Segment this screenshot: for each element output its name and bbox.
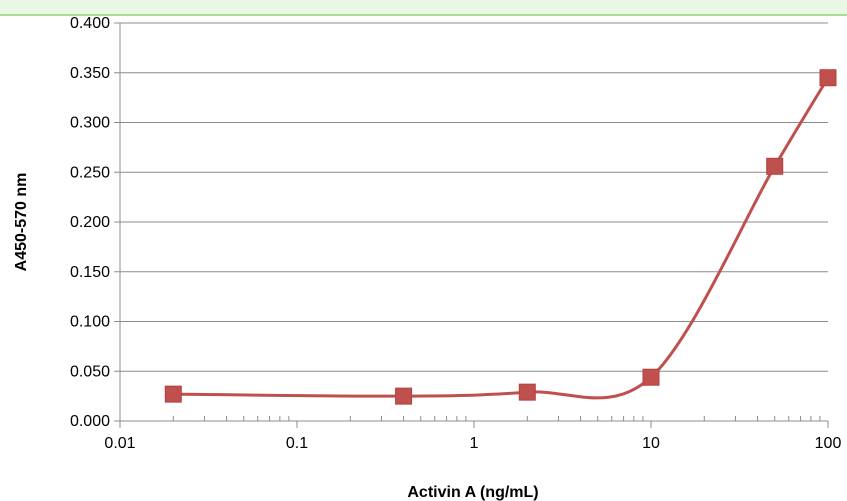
x-tick-label: 0.1 <box>286 435 308 452</box>
grid-lines <box>120 22 828 372</box>
x-tick-label: 100 <box>815 435 842 452</box>
data-point-marker <box>819 69 837 87</box>
data-point-marker <box>164 385 182 403</box>
y-tick-label: 0.300 <box>70 115 110 132</box>
y-tick-label: 0.000 <box>70 413 110 430</box>
data-point-marker <box>395 387 413 405</box>
data-point-marker <box>766 157 784 175</box>
y-axis-title: A450-570 nm <box>13 173 30 272</box>
x-tick-label: 10 <box>642 435 660 452</box>
series-line-0 <box>171 76 830 400</box>
series-group <box>164 69 837 405</box>
y-tick-label: 0.050 <box>70 363 110 380</box>
y-tick-label: 0.100 <box>70 314 110 331</box>
y-tick-label: 0.250 <box>70 164 110 181</box>
data-point-marker <box>518 383 536 401</box>
data-point-marker <box>642 368 660 386</box>
top-band <box>0 0 847 16</box>
y-tick-label: 0.150 <box>70 264 110 281</box>
y-tick-label: 0.200 <box>70 214 110 231</box>
x-tick-label: 1 <box>470 435 479 452</box>
y-tick-label: 0.350 <box>70 65 110 82</box>
y-tick-labels: 0.000 0.050 0.100 0.150 0.200 0.250 0.300 0.350… <box>70 15 110 430</box>
x-tick-label: 0.01 <box>104 435 135 452</box>
x-tick-labels: 0.01 0.1 1 10 100 <box>104 435 841 452</box>
y-tick-label: 0.400 <box>70 15 110 32</box>
x-axis-title: Activin A (ng/mL) <box>407 484 538 501</box>
axes <box>114 22 829 428</box>
